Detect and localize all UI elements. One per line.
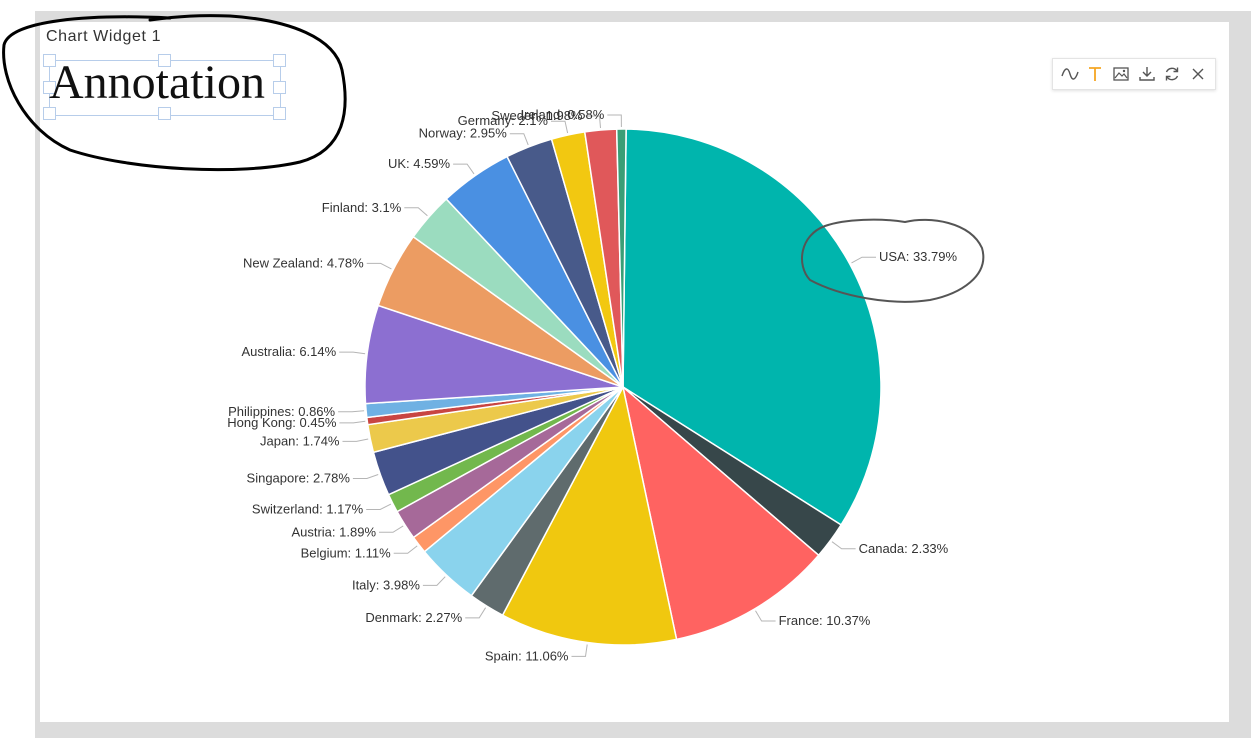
leader-line-singapore	[352, 474, 379, 479]
leader-line-uk	[453, 163, 475, 175]
slice-label-singapore: Singapore: 2.78%	[247, 471, 351, 486]
leader-line-belgium	[393, 545, 418, 554]
text-icon	[1089, 67, 1102, 81]
slice-label-usa: USA: 33.79%	[879, 249, 957, 264]
slice-label-italy: Italy: 3.98%	[352, 577, 420, 592]
close-tool-button[interactable]	[1187, 63, 1209, 85]
download-tool-button[interactable]	[1136, 63, 1158, 85]
curve-tool-button[interactable]	[1059, 63, 1081, 85]
leader-line-finland	[404, 207, 428, 217]
leader-line-spain	[571, 644, 588, 657]
refresh-icon	[1166, 67, 1179, 81]
pie-slice-spain[interactable]	[501, 384, 678, 646]
leader-line-switzerland	[366, 503, 392, 510]
pie-slice-ireland[interactable]	[615, 128, 627, 388]
leader-line-sweden	[585, 115, 601, 129]
leader-line-japan	[342, 438, 369, 442]
leader-line-australia	[339, 351, 366, 355]
download-icon	[1139, 67, 1155, 81]
image-icon	[1113, 67, 1129, 81]
slice-label-austria: Austria: 1.89%	[291, 524, 376, 539]
slice-label-new-zealand: New Zealand: 4.78%	[243, 255, 364, 270]
slice-label-belgium: Belgium: 1.11%	[301, 545, 392, 560]
pie-slice-france[interactable]	[621, 384, 820, 641]
slice-label-hong-kong: Hong Kong: 0.45%	[227, 415, 337, 430]
slice-label-ireland: Ireland: 0.58%	[520, 107, 604, 122]
leader-line-hong-kong	[339, 420, 366, 424]
slice-label-canada: Canada: 2.33%	[859, 541, 949, 556]
leader-line-norway	[509, 133, 529, 146]
slice-label-germany: Germany: 2.1%	[458, 113, 549, 128]
slice-label-denmark: Denmark: 2.27%	[365, 610, 462, 625]
slice-label-norway: Norway: 2.95%	[419, 126, 508, 141]
leader-line-new-zealand	[366, 262, 392, 270]
leader-line-denmark	[465, 607, 487, 619]
slice-label-france: France: 10.37%	[779, 613, 871, 628]
leader-line-germany	[551, 120, 569, 134]
slice-label-uk: UK: 4.59%	[388, 156, 451, 171]
slice-label-spain: Spain: 11.06%	[485, 648, 569, 663]
leader-line-philippines	[338, 410, 365, 413]
slice-label-australia: Australia: 6.14%	[242, 344, 337, 359]
text-tool-button[interactable]	[1084, 63, 1106, 85]
curve-icon	[1061, 68, 1079, 80]
leader-line-ireland	[607, 114, 622, 128]
leader-line-france	[755, 610, 776, 622]
close-icon	[1192, 68, 1204, 80]
leader-line-austria	[379, 525, 404, 533]
image-tool-button[interactable]	[1110, 63, 1132, 85]
slice-label-philippines: Philippines: 0.86%	[228, 404, 335, 419]
leader-line-usa	[851, 256, 876, 264]
leader-line-italy	[422, 576, 446, 586]
slice-label-finland: Finland: 3.1%	[322, 200, 402, 215]
slice-label-japan: Japan: 1.74%	[260, 433, 340, 448]
refresh-tool-button[interactable]	[1161, 63, 1183, 85]
slice-label-switzerland: Switzerland: 1.17%	[252, 502, 364, 517]
leader-line-canada	[831, 541, 856, 550]
chart-toolbar	[1052, 58, 1216, 90]
slice-label-sweden: Sweden: 1.98%	[491, 108, 583, 123]
